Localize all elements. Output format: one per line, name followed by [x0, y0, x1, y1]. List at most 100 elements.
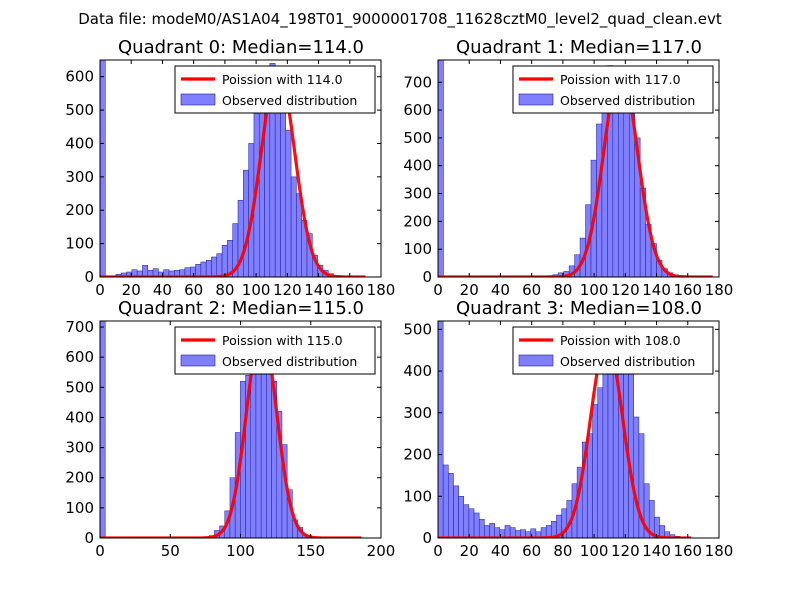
histogram-bar — [612, 370, 619, 538]
x-tick-label: 60 — [522, 281, 541, 299]
histogram-bar — [504, 525, 511, 538]
histogram-bar — [290, 176, 297, 277]
histogram-bar — [602, 354, 609, 538]
plot-area — [100, 321, 363, 538]
histogram-bar — [463, 504, 470, 538]
y-tick-label: 200 — [403, 446, 432, 464]
y-tick-label: 400 — [65, 134, 94, 152]
legend: Poission with 108.0 Observed distribution — [512, 326, 714, 375]
legend-bar-swatch — [180, 93, 216, 106]
histogram-bar — [221, 245, 228, 277]
poisson-curve — [438, 68, 714, 277]
histogram-bar — [618, 109, 625, 277]
poisson-curve — [438, 340, 692, 538]
legend: Poission with 114.0 Observed distribution — [174, 65, 376, 114]
plot-area — [438, 321, 692, 538]
legend-line-label: Poission with 115.0 — [222, 333, 343, 348]
axes-frame — [99, 59, 382, 278]
histogram-bar — [142, 265, 149, 277]
legend-bar-swatch — [518, 93, 554, 106]
panel-quadrant-2: Quadrant 2: Median=115.0 0 50 100 150 200 0 10… — [65, 298, 395, 560]
x-tick-label: 40 — [491, 281, 510, 299]
x-tick-label: 160 — [673, 542, 702, 560]
x-tick-label: 40 — [153, 281, 172, 299]
histogram-bar — [587, 433, 593, 538]
histogram-bar — [442, 464, 449, 538]
x-tick-label: 140 — [304, 281, 333, 299]
x-tick-label: 60 — [522, 542, 541, 560]
panel-title: Quadrant 0: Median=114.0 — [118, 37, 364, 58]
legend: Poission with 115.0 Observed distribution — [174, 326, 376, 375]
x-tick-label: 140 — [642, 542, 671, 560]
panel-title: Quadrant 2: Median=115.0 — [118, 298, 364, 319]
histogram-bar — [448, 473, 454, 538]
x-tick-label: 120 — [273, 281, 302, 299]
x-tick-label: 0 — [95, 542, 105, 560]
histogram-bar — [633, 416, 640, 538]
y-tick-label: 400 — [65, 408, 94, 426]
histogram-bar — [484, 525, 490, 538]
panel-title: Quadrant 1: Median=117.0 — [456, 37, 702, 58]
histogram-bar — [216, 253, 223, 277]
legend: Poission with 117.0 Observed distribution — [512, 65, 714, 114]
x-tick-label: 0 — [433, 542, 443, 560]
y-tick-label: 500 — [65, 378, 94, 396]
y-tick-label: 100 — [65, 235, 94, 253]
x-tick-label: 0 — [433, 281, 443, 299]
y-tick-label: 200 — [65, 201, 94, 219]
histogram-bar — [285, 129, 292, 277]
histogram-bar — [612, 104, 619, 277]
x-tick-label: 120 — [611, 542, 640, 560]
histogram-bar — [100, 60, 106, 277]
histogram-bar — [473, 512, 480, 538]
x-tick-label: 80 — [553, 542, 572, 560]
x-tick-label: 40 — [491, 542, 510, 560]
y-tick-label: 500 — [65, 101, 94, 119]
histogram-bar — [453, 485, 459, 538]
histogram-bar — [205, 260, 212, 277]
x-tick-label: 200 — [367, 542, 396, 560]
legend-bar-swatch — [180, 354, 216, 367]
y-tick-label: 0 — [84, 268, 94, 286]
y-tick-label: 300 — [403, 185, 432, 203]
histogram-bar — [489, 523, 495, 538]
figure-suptitle: Data file: modeM0/AS1A04_198T01_90000017… — [78, 10, 722, 29]
legend-bar-swatch — [518, 354, 554, 367]
panel-quadrant-1: Quadrant 1: Median=117.0 0 20 40 60 80 100 120… — [403, 37, 733, 299]
legend-line-label: Poission with 114.0 — [222, 72, 343, 87]
poisson-curve — [100, 68, 367, 277]
x-tick-label: 180 — [705, 281, 734, 299]
histogram-bar — [243, 169, 249, 277]
x-tick-label: 20 — [122, 281, 141, 299]
y-tick-label: 500 — [403, 320, 432, 338]
panel-quadrant-3: Quadrant 3: Median=108.0 0 20 40 60 80 100 120… — [403, 298, 733, 560]
x-tick-label: 20 — [460, 281, 479, 299]
y-tick-label: 300 — [65, 168, 94, 186]
y-tick-label: 500 — [403, 129, 432, 147]
y-tick-label: 200 — [403, 212, 432, 230]
panel-quadrant-0: Quadrant 0: Median=114.0 0 20 40 60 80 100 120… — [65, 37, 395, 299]
histogram-bar — [592, 404, 598, 538]
legend-line-label: Poission with 117.0 — [560, 72, 681, 87]
histogram-bar — [100, 321, 106, 538]
axes-frame — [437, 59, 720, 278]
y-tick-label: 300 — [403, 404, 432, 422]
y-tick-label: 0 — [422, 529, 432, 547]
histogram-bar — [280, 109, 287, 277]
y-tick-label: 600 — [65, 68, 94, 86]
y-tick-label: 400 — [403, 362, 432, 380]
x-tick-label: 20 — [460, 542, 479, 560]
histogram-bar — [211, 256, 218, 277]
x-tick-label: 120 — [611, 281, 640, 299]
x-tick-label: 100 — [242, 281, 271, 299]
legend-bar-label: Observed distribution — [222, 93, 357, 108]
x-tick-label: 100 — [226, 542, 255, 560]
histogram-bar — [458, 496, 465, 538]
x-tick-label: 150 — [296, 542, 325, 560]
x-tick-label: 160 — [335, 281, 364, 299]
legend-bar-label: Observed distribution — [560, 93, 695, 108]
plot-area — [438, 60, 714, 277]
histogram-bar — [200, 261, 207, 277]
x-tick-label: 50 — [161, 542, 180, 560]
